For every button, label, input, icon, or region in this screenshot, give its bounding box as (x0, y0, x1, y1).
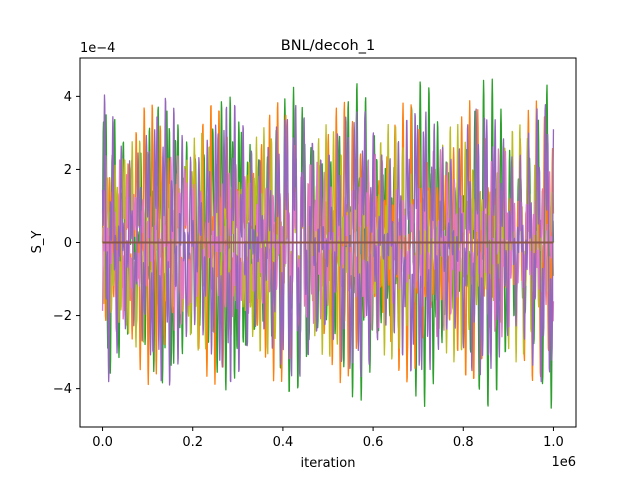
y-tick-label: 2 (64, 163, 72, 178)
x-axis-label: iteration (301, 456, 356, 471)
series-layer (101, 78, 555, 409)
x-tick-label: 0.8 (453, 435, 474, 450)
y-tick-label: −4 (53, 382, 72, 397)
x-tick-label: 0.4 (273, 435, 294, 450)
y-axis: −4 −2 0 2 4 (53, 90, 80, 397)
x-offset-label: 1e6 (551, 455, 576, 470)
x-tick-label: 1.0 (543, 435, 564, 450)
y-offset-label: 1e−4 (80, 41, 115, 56)
x-tick-label: 0.2 (182, 435, 203, 450)
x-axis: 0.0 0.2 0.4 0.6 0.8 1.0 (92, 427, 564, 450)
chart-title: BNL/decoh_1 (281, 38, 375, 54)
x-tick-label: 0.6 (363, 435, 384, 450)
y-tick-label: 4 (64, 90, 72, 105)
y-tick-label: 0 (64, 236, 72, 251)
series-line (101, 148, 555, 338)
x-tick-label: 0.0 (92, 435, 113, 450)
y-axis-label: S_Y (30, 231, 45, 254)
y-tick-label: −2 (53, 309, 72, 324)
